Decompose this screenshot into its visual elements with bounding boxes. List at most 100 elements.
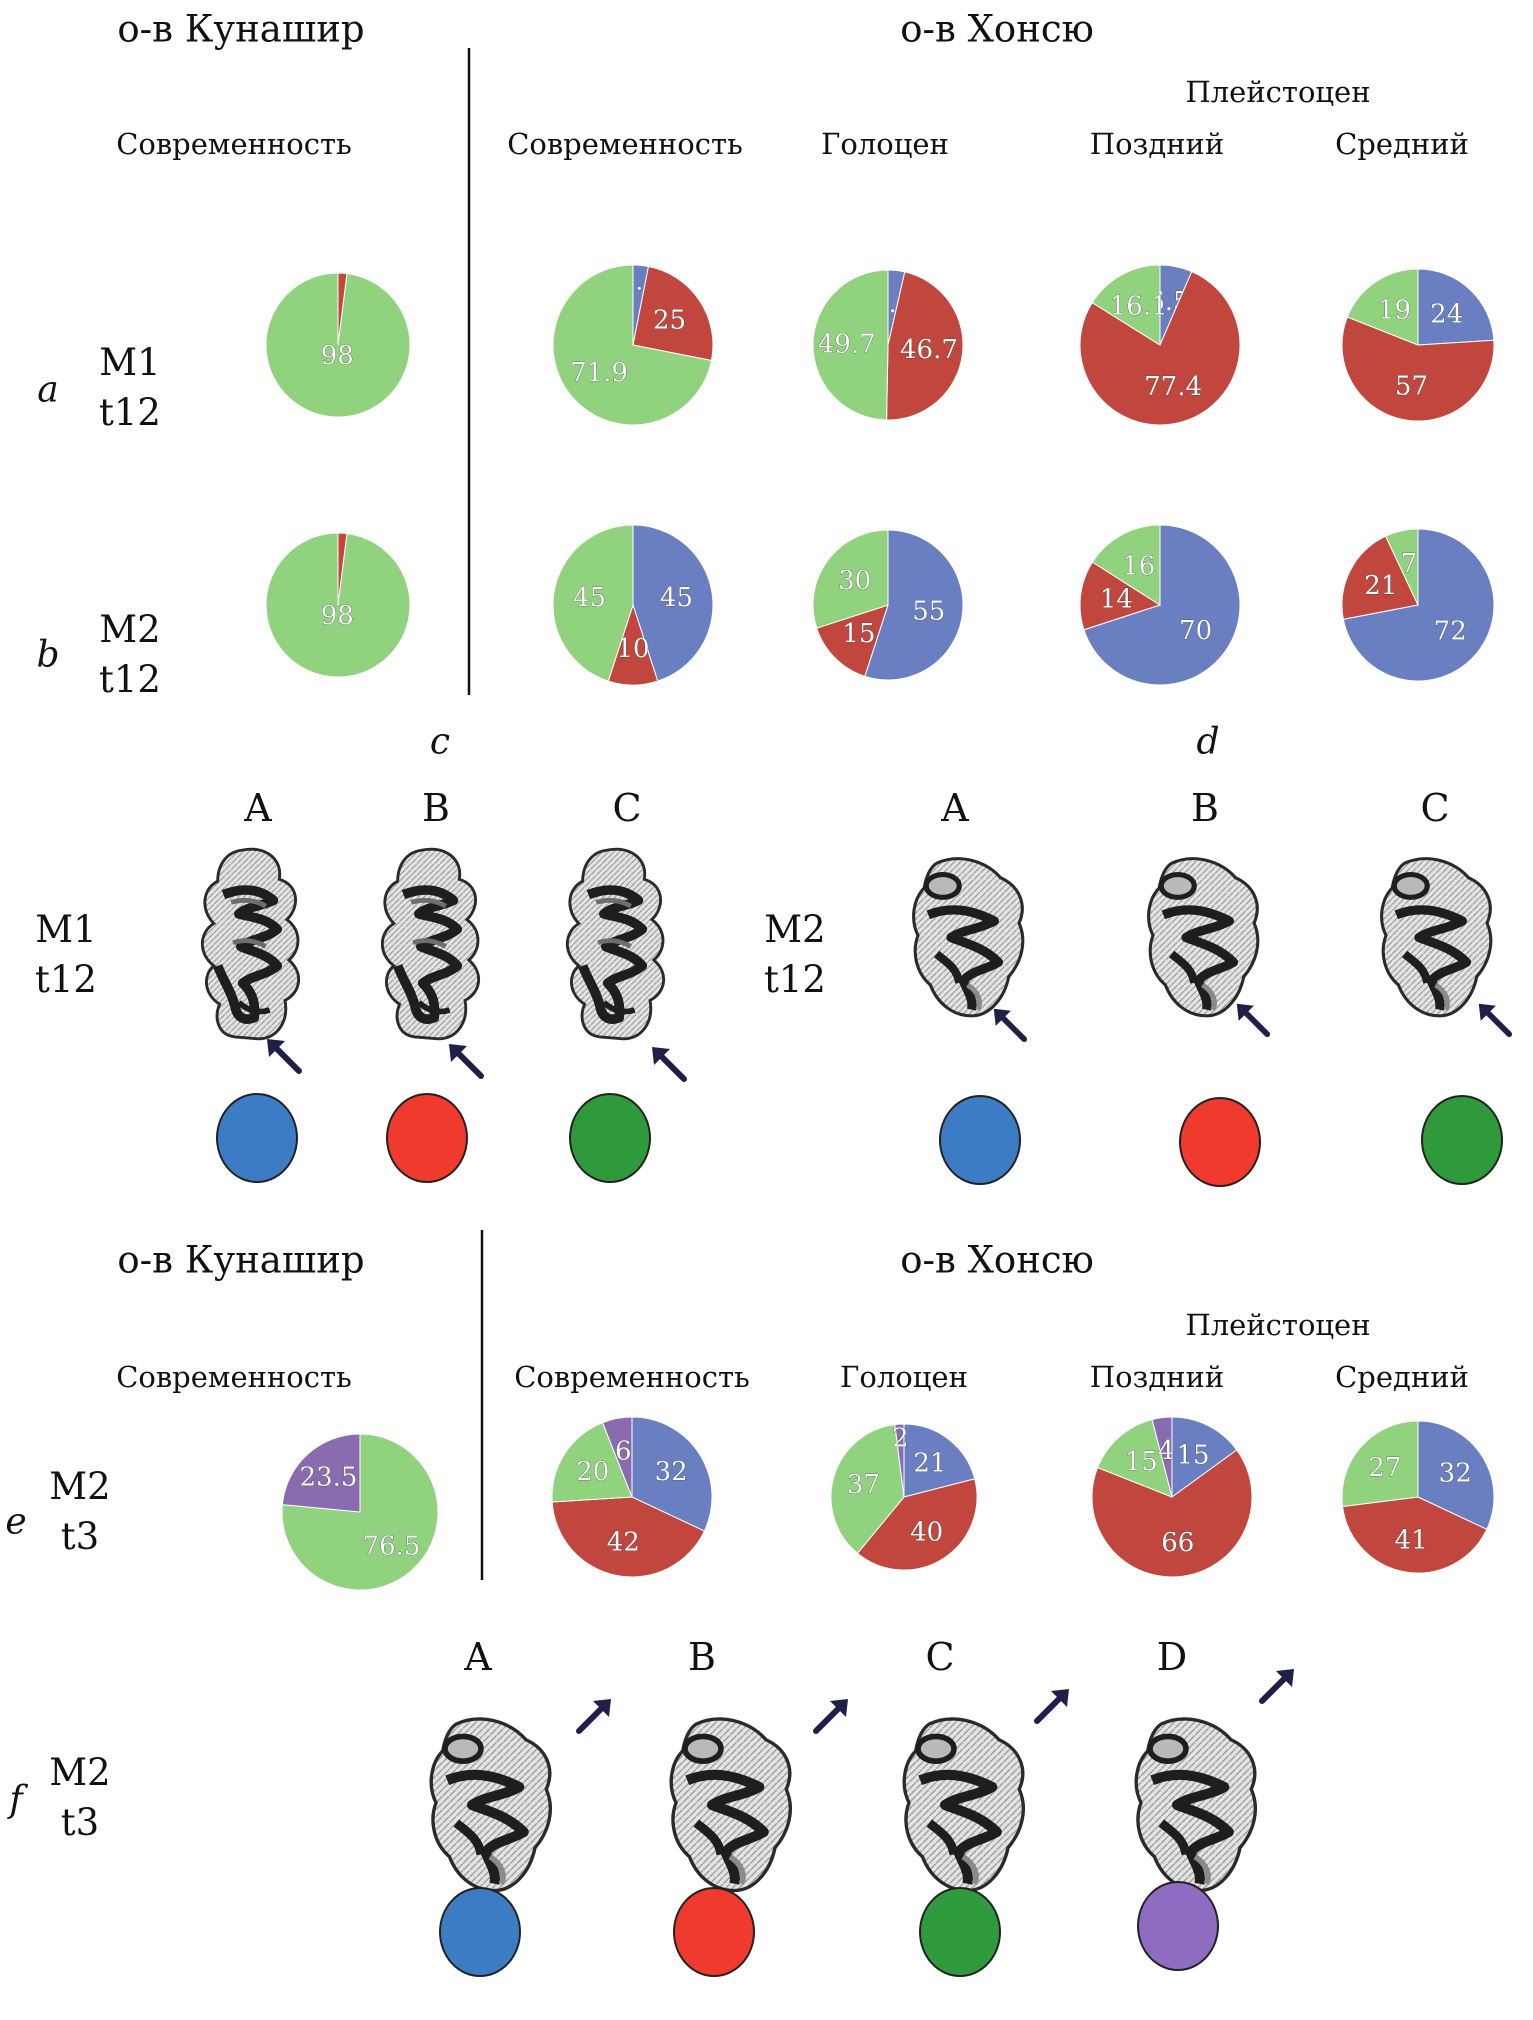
pie-data-label: 21 bbox=[913, 1449, 946, 1479]
tooth-morphotype-a-m2 bbox=[914, 859, 1023, 1016]
pie-data-label: 98 bbox=[321, 341, 354, 371]
island-title-honshu-top: о-в Хонсю bbox=[900, 7, 1094, 51]
pie-data-label: 27 bbox=[1368, 1453, 1401, 1483]
pie-slice-b bbox=[1341, 316, 1495, 422]
pie-data-label: 71.9 bbox=[570, 358, 628, 388]
tooth-morphotype-b-m2 bbox=[1149, 859, 1258, 1016]
panel-letter-c: c bbox=[429, 721, 451, 763]
pie-data-label: 15 bbox=[842, 619, 875, 649]
pie-data-label: 15 bbox=[1125, 1447, 1158, 1477]
legend-swatch-b bbox=[1179, 1097, 1261, 1187]
legend-swatch-b bbox=[386, 1093, 468, 1183]
arrow-icon bbox=[449, 1044, 481, 1076]
pie-chart-b-7: 55 15 30 bbox=[812, 529, 964, 681]
arrow-icon bbox=[579, 1699, 611, 1731]
pie-slice-a bbox=[1083, 524, 1241, 686]
legend-swatch-b bbox=[673, 1887, 755, 1977]
pie-slice-b bbox=[1079, 270, 1241, 426]
period-modern-kunashir-top: Современность bbox=[116, 127, 352, 161]
pie-data-label: 76.5 bbox=[363, 1532, 421, 1562]
pie-slice-c bbox=[1091, 264, 1161, 346]
pie-slice-d bbox=[281, 1433, 361, 1513]
pie-data-label: 4 bbox=[1158, 1436, 1175, 1466]
pie-data-label: 32 bbox=[655, 1457, 688, 1487]
morph-label-c-d: C bbox=[1420, 786, 1450, 830]
island-title-kunashir-top: о-в Кунашир bbox=[117, 7, 365, 51]
row-letter-a: a bbox=[37, 369, 59, 411]
pie-chart-e-13: 15 66 15 4 bbox=[1091, 1416, 1253, 1578]
period-pleistocene-top: Плейстоцен bbox=[1185, 75, 1371, 109]
pie-slice-c bbox=[281, 1433, 439, 1591]
pie-slice-c bbox=[551, 1421, 633, 1503]
pie-data-label: 98 bbox=[321, 601, 354, 631]
pie-data-label: 30 bbox=[838, 566, 871, 596]
pie-slice-c bbox=[265, 532, 411, 678]
row-letter-e: e bbox=[5, 1501, 27, 1543]
pie-slice-a bbox=[631, 1416, 713, 1532]
period-middle-bottom: Средний bbox=[1335, 1360, 1469, 1394]
period-holocene-top: Голоцен bbox=[821, 127, 949, 161]
pie-data-label: 49.7 bbox=[818, 330, 876, 360]
pie-data-label: 45 bbox=[573, 583, 606, 613]
pie-data-label: 16.1 bbox=[1110, 292, 1168, 322]
pie-slice-d bbox=[894, 1423, 905, 1498]
pie-data-label: 16 bbox=[1122, 551, 1155, 581]
period-middle-top: Средний bbox=[1335, 127, 1469, 161]
pie-data-label: 25 bbox=[653, 305, 686, 335]
period-modern-kunashir-bottom: Современность bbox=[116, 1360, 352, 1394]
morph-label-a-f: A bbox=[464, 1635, 492, 1679]
morph-label-b-f: B bbox=[688, 1635, 716, 1679]
pie-slice-a bbox=[1342, 528, 1495, 682]
tooth-morphotype-c-m2 bbox=[1382, 859, 1491, 1016]
pie-slice-b bbox=[1079, 561, 1162, 631]
pie-data-label: 20 bbox=[576, 1457, 609, 1487]
panel-d-label: M2 t12 bbox=[764, 908, 826, 1001]
pie-slice-c bbox=[812, 269, 889, 421]
pie-slice-b bbox=[551, 1496, 706, 1578]
legend-swatch-c bbox=[569, 1093, 651, 1183]
pie-data-label: 23.5 bbox=[300, 1462, 358, 1492]
pie-data-label: 14 bbox=[1100, 584, 1133, 614]
period-late-top: Поздний bbox=[1089, 127, 1225, 161]
pie-data-label: 72 bbox=[1434, 617, 1467, 647]
arrow-icon bbox=[1479, 1004, 1509, 1034]
pie-slice-c bbox=[1096, 1418, 1173, 1498]
pie-data-label: 6 bbox=[615, 1436, 632, 1466]
pie-slice-b bbox=[886, 271, 964, 421]
pie-data-label: 42 bbox=[607, 1528, 640, 1558]
morph-label-c-c: C bbox=[612, 786, 642, 830]
pie-data-label: 7 bbox=[1401, 549, 1418, 579]
pie-data-label: 24 bbox=[1430, 300, 1463, 330]
pie-slice-a bbox=[864, 529, 964, 681]
pie-data-label: 77.4 bbox=[1144, 372, 1202, 402]
pie-slice-c bbox=[830, 1424, 905, 1554]
tooth-morphotype-a-m1 bbox=[202, 849, 298, 1039]
pie-slice-a bbox=[632, 524, 714, 682]
legend-swatch-c bbox=[919, 1887, 1001, 1977]
row-label-e: M2 t3 bbox=[49, 1465, 111, 1558]
arrow-icon bbox=[1037, 1689, 1069, 1721]
pie-slice-c bbox=[1341, 1420, 1419, 1508]
pie-chart-e-14: 32 41 27 bbox=[1341, 1420, 1495, 1574]
pie-data-label: 41 bbox=[1395, 1526, 1428, 1556]
pie-data-label: 32 bbox=[1439, 1458, 1472, 1488]
pie-chart-a-2: 3.646.749.7 bbox=[812, 269, 964, 421]
island-title-kunashir-bottom: о-в Кунашир bbox=[117, 1238, 365, 1282]
period-holocene-bottom: Голоцен bbox=[840, 1360, 968, 1394]
pie-slice-b bbox=[1091, 1449, 1253, 1578]
pie-data-label: 70 bbox=[1179, 616, 1212, 646]
pie-data-label: 2 bbox=[892, 1424, 909, 1454]
pie-slice-a bbox=[1417, 1420, 1495, 1531]
tooth-morphotype-c-t3 bbox=[904, 1719, 1023, 1890]
arrow-icon bbox=[652, 1047, 684, 1079]
morph-label-a-c: A bbox=[244, 786, 272, 830]
row-label-a: M1 t12 bbox=[99, 341, 161, 434]
pie-slice-b bbox=[856, 1478, 978, 1571]
pie-data-label: 57 bbox=[1395, 371, 1428, 401]
arrow-icon bbox=[994, 1009, 1024, 1039]
pie-slice-c bbox=[552, 524, 634, 682]
arrow-icon bbox=[1262, 1669, 1294, 1701]
pie-slice-b bbox=[1342, 1496, 1488, 1574]
